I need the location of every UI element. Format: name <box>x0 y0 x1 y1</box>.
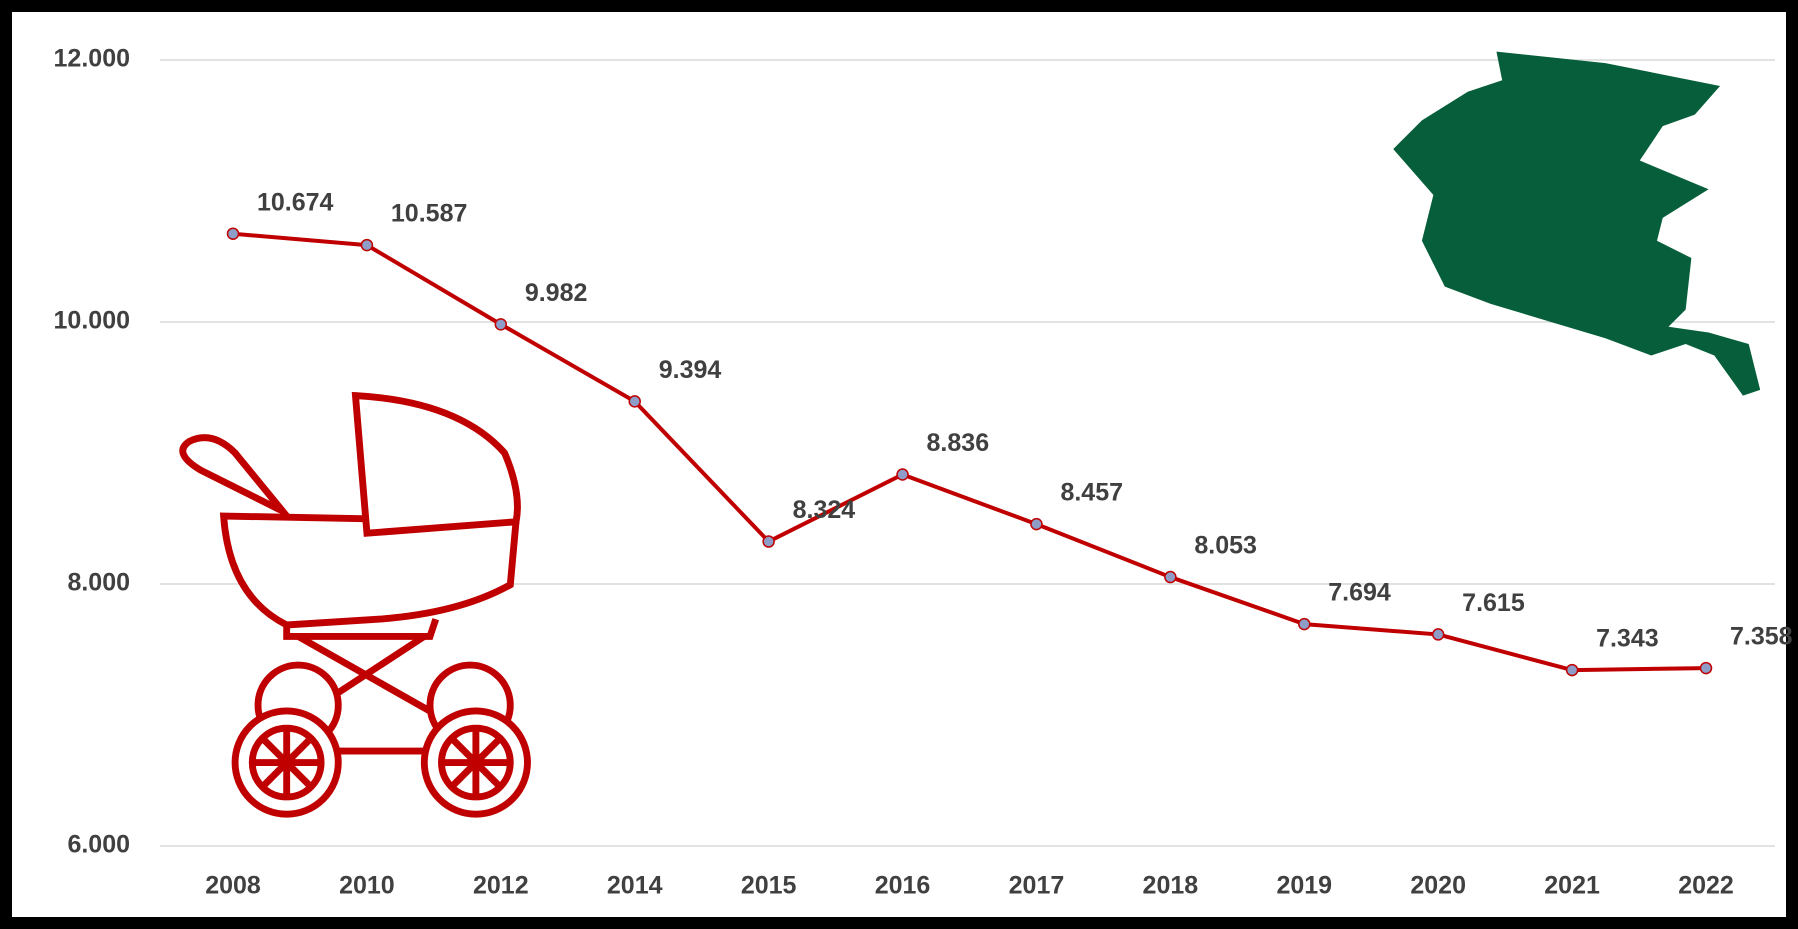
data-label: 10.674 <box>257 188 334 216</box>
y-tick-label: 6.000 <box>67 831 130 859</box>
data-label: 8.836 <box>927 429 990 457</box>
data-line <box>232 231 1707 673</box>
x-tick-label: 2020 <box>1410 872 1466 900</box>
y-tick-label: 10.000 <box>54 307 130 335</box>
data-point <box>494 318 508 331</box>
x-tick-label: 2019 <box>1276 872 1332 900</box>
data-point <box>896 468 909 481</box>
x-tick-label: 2008 <box>205 872 261 900</box>
data-label: 8.324 <box>793 496 856 524</box>
data-label: 7.358 <box>1730 623 1793 651</box>
data-label: 9.982 <box>525 279 588 307</box>
data-point <box>1030 517 1043 531</box>
data-label: 7.615 <box>1462 589 1525 617</box>
x-tick-label: 2014 <box>607 872 663 900</box>
map-illustration <box>1393 51 1761 396</box>
data-label: 7.694 <box>1328 579 1391 607</box>
data-point <box>628 395 641 408</box>
x-tick-label: 2018 <box>1143 872 1199 900</box>
x-tick-label: 2017 <box>1009 872 1065 900</box>
x-tick-label: 2022 <box>1678 872 1734 900</box>
x-tick-label: 2021 <box>1544 872 1600 900</box>
x-tick-label: 2012 <box>473 872 529 900</box>
data-point <box>1431 628 1445 641</box>
y-tick-label: 8.000 <box>67 569 130 597</box>
data-label: 8.053 <box>1194 532 1257 560</box>
data-label: 10.587 <box>391 200 467 228</box>
data-point <box>762 535 775 548</box>
x-tick-label: 2015 <box>741 872 797 900</box>
data-point <box>360 238 374 252</box>
data-point <box>1699 661 1713 675</box>
data-point <box>1164 570 1177 584</box>
pram-illustration <box>179 391 531 818</box>
data-label: 9.394 <box>659 356 722 384</box>
data-point <box>226 227 240 240</box>
data-point <box>1565 663 1579 677</box>
data-label: 7.343 <box>1596 625 1659 653</box>
data-label: 8.457 <box>1060 479 1123 507</box>
y-tick-label: 12.000 <box>54 45 130 73</box>
data-point <box>1298 617 1311 631</box>
x-tick-label: 2010 <box>339 872 395 900</box>
x-tick-label: 2016 <box>875 872 931 900</box>
